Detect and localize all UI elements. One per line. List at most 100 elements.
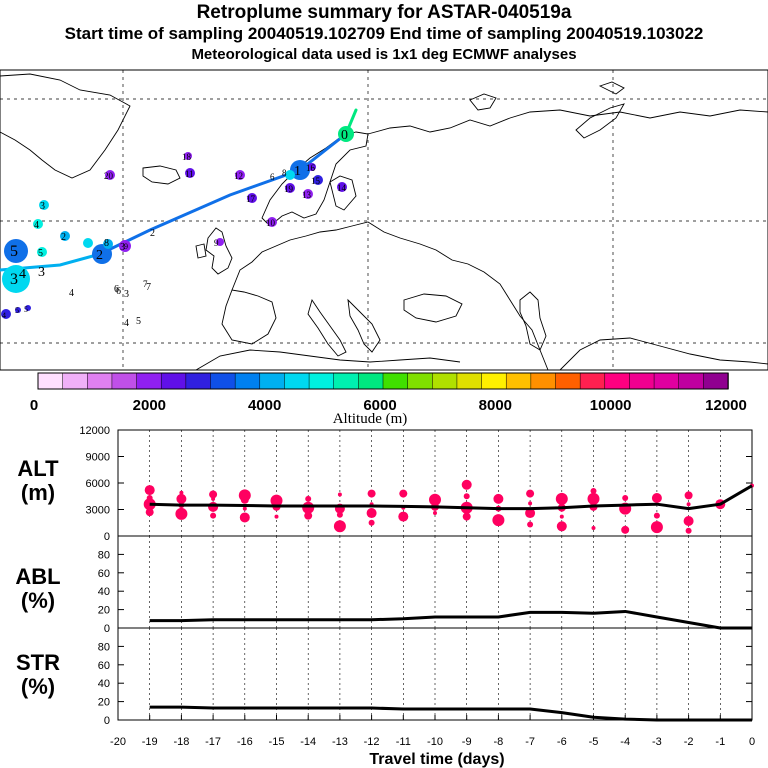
cluster-label: 13 <box>302 190 312 200</box>
x-tick-label: -9 <box>462 736 472 748</box>
x-tick-label: -7 <box>525 736 535 748</box>
altitude-cluster-point <box>144 485 155 496</box>
y-tick-label: 60 <box>98 660 110 672</box>
cluster-markers <box>1 126 354 319</box>
altitude-cluster-point <box>305 495 312 502</box>
altitude-cluster-point <box>559 514 564 519</box>
colorbar-frame <box>37 372 729 390</box>
colorbar-cell <box>432 372 458 390</box>
colorbar-cell <box>37 372 64 390</box>
altitude-cluster-point <box>590 487 597 494</box>
cluster-label: 2 <box>61 232 66 243</box>
alt-label: ALT <box>17 456 59 481</box>
cluster-marker <box>2 265 30 293</box>
cluster-label: 0 <box>341 128 348 143</box>
cluster-marker <box>83 238 93 248</box>
altitude-cluster-point <box>493 493 504 504</box>
altitude-cluster-point <box>683 515 694 526</box>
colorbar-tick-label: 12000 <box>705 397 747 414</box>
x-tick-label: -13 <box>332 736 348 748</box>
colorbar-cell <box>284 372 310 390</box>
chart-title: Retroplume summary for ASTAR-040519a <box>196 2 572 23</box>
series-line <box>149 705 752 722</box>
cluster-label: 4 <box>69 288 74 299</box>
x-tick-label: -3 <box>652 736 662 748</box>
x-tick-label: -15 <box>269 736 285 748</box>
altitude-cluster-point <box>242 506 247 511</box>
cluster-label: 11 <box>185 169 194 179</box>
str-label: STR <box>16 650 60 675</box>
y-tick-label: 80 <box>98 549 110 561</box>
cluster-marker <box>37 247 47 257</box>
colorbar-cell <box>530 372 557 390</box>
x-tick-label: -16 <box>237 736 253 748</box>
colorbar-cell <box>87 372 113 390</box>
cluster-label: 9 <box>124 242 128 251</box>
altitude-cluster-point <box>684 491 693 500</box>
cluster-marker <box>216 238 224 246</box>
altitude-cluster-point <box>367 489 376 498</box>
cluster-marker <box>184 152 192 160</box>
altitude-colorbar: 0 2000 4000 6000 8000 10000 12000 Altitude (m) <box>30 372 747 427</box>
altitude-cluster-point <box>462 512 471 521</box>
cluster-label: 6 <box>270 172 275 182</box>
altitude-cluster-point <box>210 512 217 519</box>
cluster-marker <box>313 175 323 185</box>
cluster-label: 5 <box>136 316 141 327</box>
colorbar-tick-label: 0 <box>30 397 38 414</box>
cluster-label: 5 <box>15 306 19 315</box>
colorbar-cell <box>481 372 507 390</box>
colorbar-cell <box>259 372 286 390</box>
cluster-marker <box>303 189 313 199</box>
y-tick-label: 80 <box>98 641 110 653</box>
altitude-cluster-point <box>591 526 596 531</box>
y-tick-label: 6000 <box>86 478 110 490</box>
colorbar-cell <box>136 372 162 390</box>
cluster-label: 16 <box>306 163 316 173</box>
cluster-label: 14 <box>337 183 347 193</box>
altitude-cluster-point <box>302 501 315 514</box>
cluster-marker <box>185 168 195 178</box>
cluster-marker <box>119 240 131 252</box>
cluster-marker <box>15 307 21 313</box>
altitude-cluster-point <box>650 521 663 534</box>
cluster-label: 7 <box>146 282 151 293</box>
altitude-cluster-point <box>556 521 567 532</box>
y-tick-label: 40 <box>98 586 110 598</box>
cluster-marker <box>285 170 295 180</box>
map-panel: 0 1 2 3 4 5 6 7 8 9 10 11 12 13 14 15 16… <box>0 69 768 371</box>
cluster-label: 5 <box>10 243 18 260</box>
cluster-label: 17 <box>246 194 256 204</box>
colorbar-cell <box>111 372 138 390</box>
colorbar-cell <box>160 372 187 390</box>
colorbar-cell <box>210 372 236 390</box>
series-line <box>149 484 753 511</box>
y-tick-label: 40 <box>98 678 110 690</box>
colorbar-cell <box>629 372 655 390</box>
x-tick-label: -5 <box>589 736 599 748</box>
panel-labels: ALT (m) ABL (%) STR (%) <box>15 456 60 699</box>
alt-unit: (m) <box>21 480 55 505</box>
cluster-marker <box>92 244 112 264</box>
altitude-cluster-point <box>238 489 251 502</box>
x-tick-label: -1 <box>715 736 725 748</box>
colorbar-cell <box>678 372 705 390</box>
altitude-cluster-point <box>179 490 184 495</box>
colorbar-cell <box>703 372 729 390</box>
cluster-marker <box>103 239 113 249</box>
cluster-label: 4 <box>2 311 6 320</box>
cluster-label: 3 <box>120 242 125 253</box>
altitude-cluster-point <box>525 508 536 519</box>
colorbar-tick-label: 8000 <box>479 397 512 414</box>
altitude-cluster-point <box>463 493 470 500</box>
cluster-label: 19 <box>284 184 294 194</box>
cluster-label: 3 <box>38 265 45 280</box>
altitude-cluster-point <box>433 511 437 516</box>
cluster-marker <box>308 163 316 171</box>
cluster-label: 15 <box>311 176 321 186</box>
y-tick-label: 60 <box>98 568 110 580</box>
x-tick-label: -17 <box>205 736 221 748</box>
colorbar-cell <box>456 372 483 390</box>
altitude-cluster-point <box>270 494 283 507</box>
cluster-marker <box>235 170 245 180</box>
